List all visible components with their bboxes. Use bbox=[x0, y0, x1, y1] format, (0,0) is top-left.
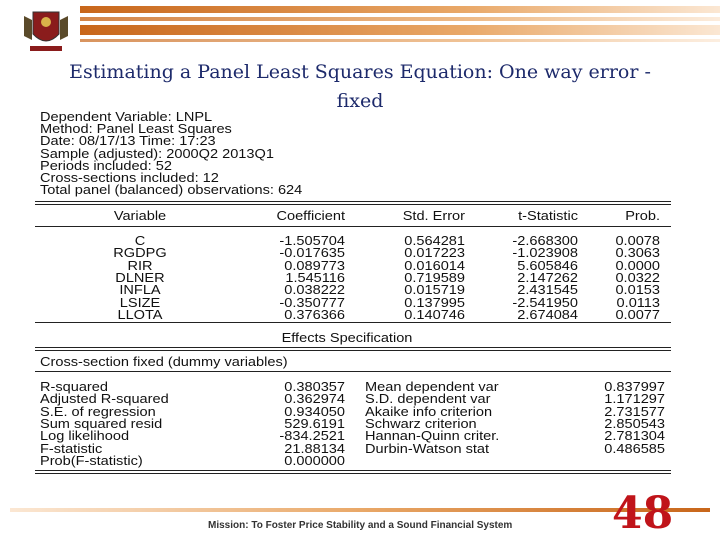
header-line: Total panel (balanced) observations: 624 bbox=[40, 182, 303, 198]
header-line: Cross-sections included: 12 bbox=[40, 170, 219, 185]
cell-value: 2.674084 bbox=[517, 306, 578, 322]
column-header: Coefficient bbox=[276, 208, 345, 223]
variable-name: INFLA bbox=[119, 282, 161, 298]
stat-value: 1.171297 bbox=[604, 391, 665, 407]
stat-value: 2.850543 bbox=[604, 415, 665, 431]
stat-label: Mean dependent var bbox=[365, 379, 499, 394]
cell-value: 0.137995 bbox=[404, 294, 465, 310]
cell-value: -0.350777 bbox=[279, 294, 345, 310]
header-line: Method: Panel Least Squares bbox=[40, 121, 232, 137]
cell-value: 0.376366 bbox=[284, 306, 345, 322]
stat-label: Prob(F-statistic) bbox=[40, 452, 143, 468]
stat-value: 21.88134 bbox=[284, 440, 345, 456]
rule bbox=[35, 350, 671, 351]
cell-value: 0.0113 bbox=[616, 294, 660, 310]
stat-label: S.E. of regression bbox=[40, 403, 156, 419]
stat-label: Schwarz criterion bbox=[365, 415, 477, 431]
cell-value: 0.016014 bbox=[404, 257, 465, 273]
cell-value: 0.015719 bbox=[404, 282, 465, 298]
cell-value: 1.545116 bbox=[285, 269, 345, 285]
variable-name: DLNER bbox=[115, 269, 165, 285]
cell-value: -2.668300 bbox=[512, 233, 578, 248]
stat-label: F-statistic bbox=[40, 440, 103, 456]
variable-name: RIR bbox=[127, 257, 153, 273]
column-header: Variable bbox=[113, 208, 167, 223]
variable-name: LSIZE bbox=[119, 294, 161, 310]
stat-value: 0.380357 bbox=[284, 379, 345, 394]
stat-value: 529.6191 bbox=[284, 415, 345, 431]
rule bbox=[35, 371, 671, 372]
cell-value: 0.719589 bbox=[404, 269, 465, 285]
header-line: Dependent Variable: LNPL bbox=[40, 109, 213, 124]
cell-value: 0.564281 bbox=[404, 233, 465, 248]
rule bbox=[35, 204, 671, 205]
header-line: Date: 08/17/13 Time: 17:23 bbox=[40, 133, 216, 149]
stat-value: -834.2521 bbox=[279, 428, 345, 444]
bottom-banner bbox=[10, 508, 710, 512]
cell-value: 2.431545 bbox=[517, 282, 578, 298]
stat-label: Adjusted R-squared bbox=[40, 391, 169, 407]
cell-value: 0.140746 bbox=[404, 306, 465, 322]
stat-value: 0.362974 bbox=[284, 391, 345, 407]
footer-mission: Mission: To Foster Price Stability and a… bbox=[208, 520, 513, 531]
variable-name: C bbox=[134, 233, 146, 248]
slide-title: Estimating a Panel Least Squares Equatio… bbox=[69, 61, 651, 112]
rule bbox=[35, 473, 671, 474]
column-header: t-Statistic bbox=[518, 208, 578, 223]
rule bbox=[35, 322, 671, 323]
stat-value: 2.781304 bbox=[604, 428, 665, 444]
stat-label: Durbin-Watson stat bbox=[365, 440, 490, 456]
cell-value: -2.541950 bbox=[512, 294, 578, 310]
variable-name: RGDPG bbox=[113, 245, 167, 261]
cell-value: 0.038222 bbox=[284, 282, 345, 298]
rule bbox=[35, 226, 671, 227]
page-number: 48 bbox=[612, 488, 674, 539]
variable-name: LLOTA bbox=[117, 306, 163, 322]
stat-value: 0.486585 bbox=[604, 440, 665, 456]
header-line: Sample (adjusted): 2000Q2 2013Q1 bbox=[40, 145, 274, 161]
effects-heading: Effects Specification bbox=[281, 330, 413, 345]
cell-value: 2.147262 bbox=[517, 269, 578, 285]
rule bbox=[35, 347, 671, 348]
stat-label: Hannan-Quinn criter. bbox=[365, 428, 500, 444]
cell-value: -1.505704 bbox=[279, 233, 345, 248]
cell-value: 0.0077 bbox=[615, 306, 660, 322]
rule bbox=[35, 470, 671, 471]
cell-value: -1.023908 bbox=[512, 245, 578, 261]
logo bbox=[16, 2, 76, 57]
column-header: Std. Error bbox=[402, 208, 465, 223]
stat-label: R-squared bbox=[40, 379, 108, 394]
cell-value: 0.3063 bbox=[615, 245, 660, 261]
stat-label: Log likelihood bbox=[40, 428, 130, 444]
cell-value: 0.0000 bbox=[615, 257, 660, 273]
cell-value: -0.017635 bbox=[279, 245, 345, 261]
stat-value: 0.934050 bbox=[284, 403, 345, 419]
cell-value: 0.0153 bbox=[615, 282, 660, 298]
stat-label: Akaike info criterion bbox=[365, 403, 493, 419]
stat-value: 2.731577 bbox=[604, 403, 665, 419]
rule bbox=[35, 201, 671, 202]
cell-value: 5.605846 bbox=[517, 257, 578, 273]
stat-label: Sum squared resid bbox=[40, 415, 163, 431]
cell-value: 0.017223 bbox=[404, 245, 465, 261]
stat-value: 0.837997 bbox=[604, 379, 665, 394]
effects-line: Cross-section fixed (dummy variables) bbox=[40, 354, 288, 369]
cell-value: 0.089773 bbox=[284, 257, 345, 273]
stat-label: S.D. dependent var bbox=[365, 391, 491, 407]
column-header: Prob. bbox=[625, 208, 660, 223]
header-line: Periods included: 52 bbox=[40, 157, 172, 173]
stat-value: 0.000000 bbox=[284, 452, 345, 468]
top-banner bbox=[16, 2, 720, 57]
cell-value: 0.0078 bbox=[615, 233, 660, 248]
cell-value: 0.0322 bbox=[615, 269, 660, 285]
